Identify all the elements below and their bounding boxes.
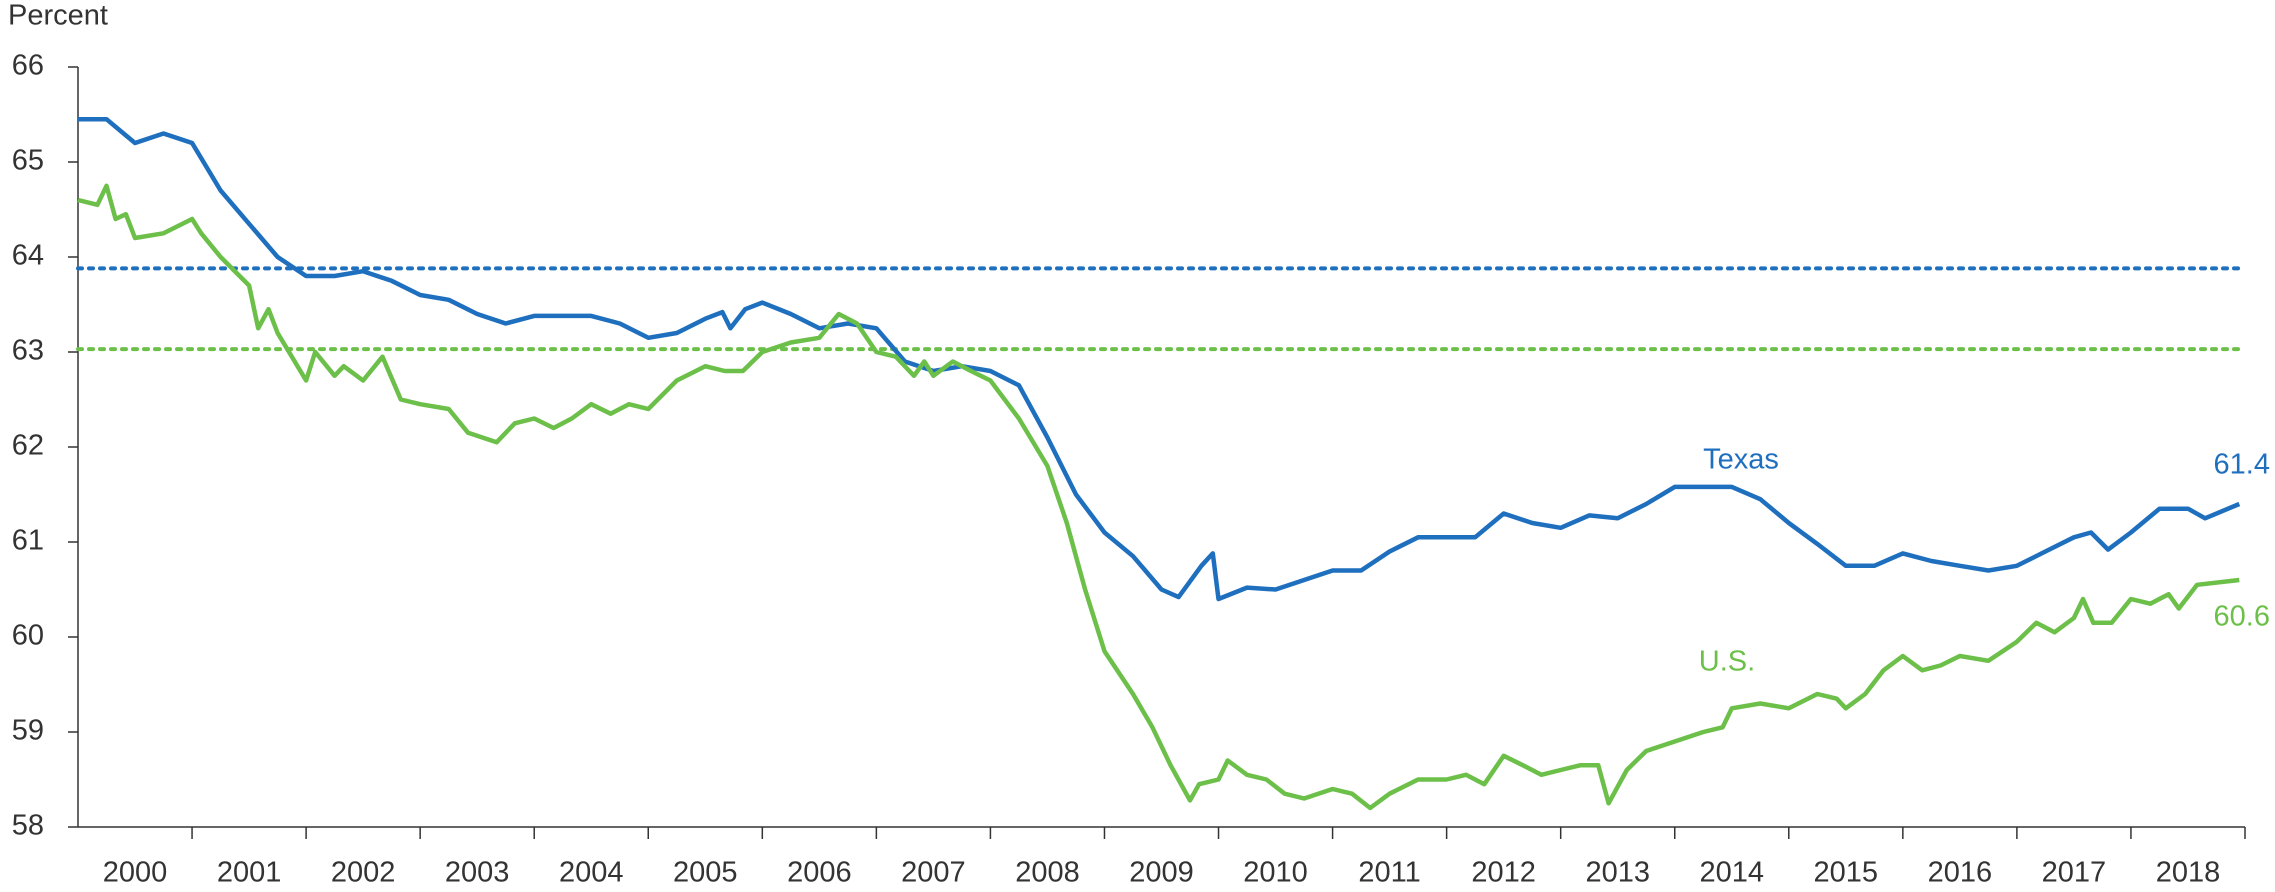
end-value-label: 61.4 bbox=[2214, 449, 2270, 481]
x-tick-label: 2011 bbox=[1358, 857, 1420, 889]
series-line bbox=[77, 183, 2240, 811]
x-tick-label: 2015 bbox=[1814, 857, 1879, 889]
x-tick-label: 2006 bbox=[787, 857, 852, 889]
x-tick-label: 2003 bbox=[445, 857, 510, 889]
y-tick-label: 62 bbox=[12, 430, 44, 462]
x-tick-label: 2016 bbox=[1928, 857, 1993, 889]
end-value-label: 60.6 bbox=[2214, 601, 2270, 633]
series-label: Texas bbox=[1703, 444, 1779, 476]
x-tick-label: 2014 bbox=[1700, 857, 1765, 889]
series-label: U.S. bbox=[1699, 646, 1755, 678]
x-tick-label: 2018 bbox=[2156, 857, 2221, 889]
x-tick-label: 2000 bbox=[103, 857, 168, 889]
x-tick-label: 2007 bbox=[901, 857, 966, 889]
y-tick-label: 65 bbox=[12, 145, 44, 177]
y-tick-label: 63 bbox=[12, 335, 44, 367]
y-tick-label: 58 bbox=[12, 810, 44, 842]
x-tick-label: 2010 bbox=[1243, 857, 1308, 889]
y-tick-label: 64 bbox=[12, 240, 44, 272]
y-axis-label: Percent bbox=[8, 0, 108, 32]
y-tick-label: 59 bbox=[12, 715, 44, 747]
x-tick-label: 2008 bbox=[1015, 857, 1080, 889]
x-tick-label: 2013 bbox=[1585, 857, 1650, 889]
y-tick-label: 60 bbox=[12, 620, 44, 652]
x-tick-label: 2012 bbox=[1471, 857, 1536, 889]
x-tick-label: 2005 bbox=[673, 857, 738, 889]
series-line bbox=[78, 116, 2241, 602]
x-tick-label: 2002 bbox=[331, 857, 396, 889]
y-tick-label: 66 bbox=[12, 50, 44, 82]
x-tick-label: 2017 bbox=[2042, 857, 2107, 889]
x-tick-label: 2009 bbox=[1129, 857, 1194, 889]
y-tick-label: 61 bbox=[12, 525, 44, 557]
x-tick-label: 2004 bbox=[559, 857, 624, 889]
x-tick-label: 2001 bbox=[217, 857, 282, 889]
